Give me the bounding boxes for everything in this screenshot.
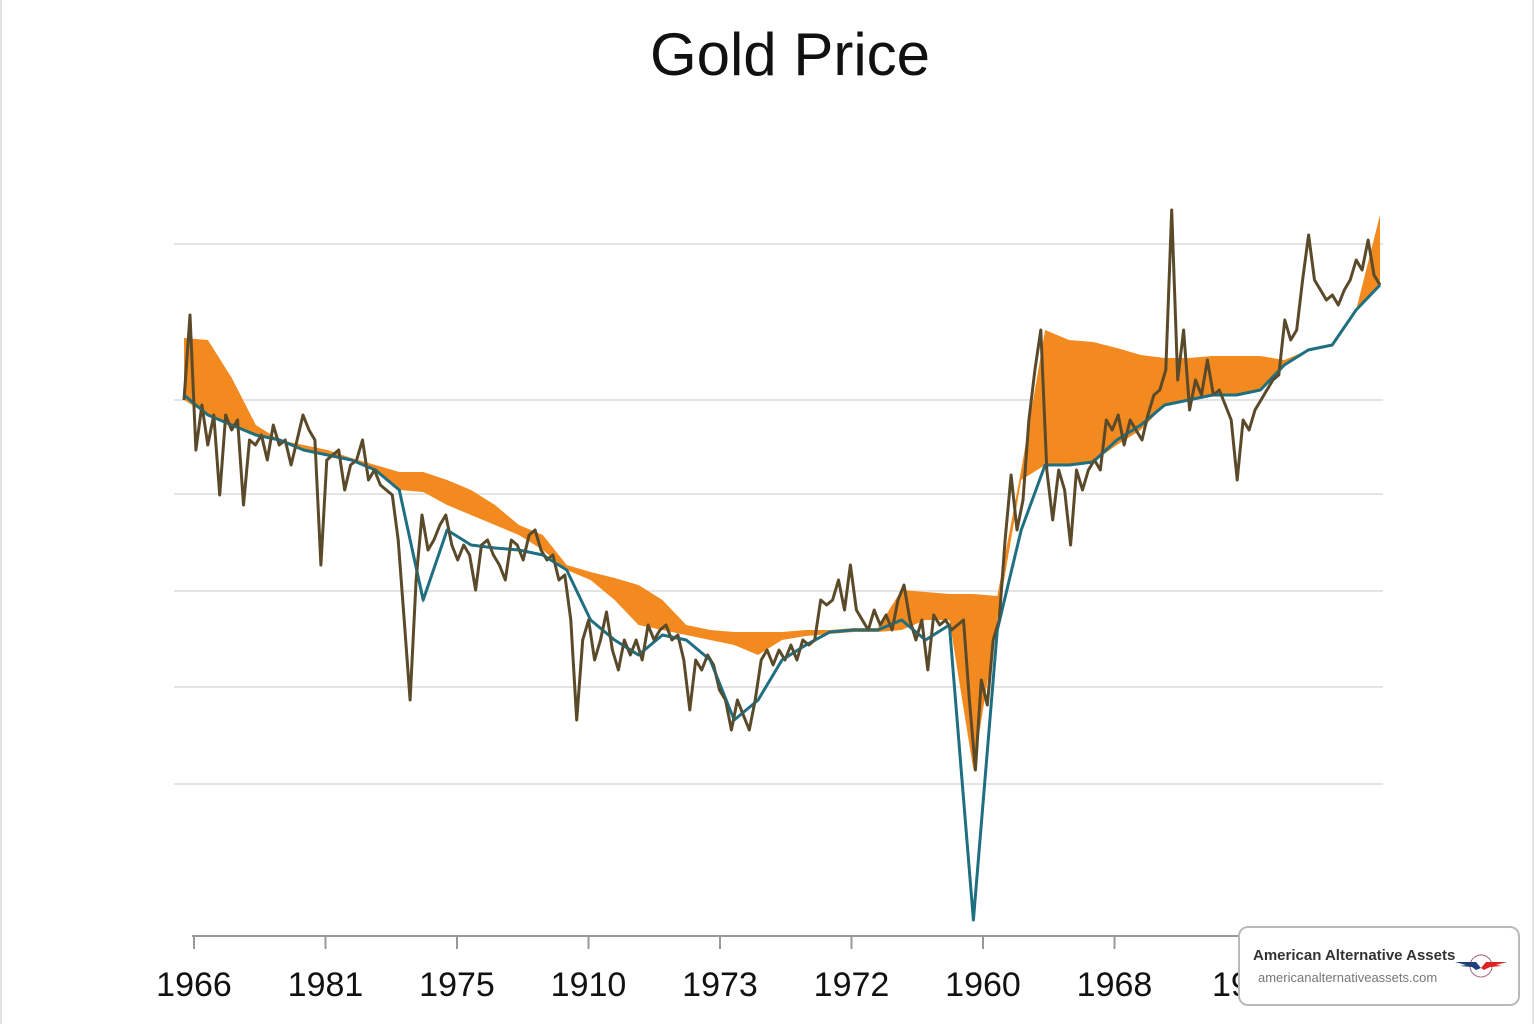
brand-badge[interactable]: American Alternative Assets americanalte…	[1238, 926, 1520, 1006]
brand-name: American Alternative Assets	[1253, 947, 1456, 964]
brand-url[interactable]: americanalternativeassets.com	[1258, 970, 1438, 985]
gridlines	[174, 243, 1383, 785]
x-tick-label: 1981	[288, 966, 364, 1004]
average-line-overlay	[183, 284, 1381, 921]
x-tick-label: 1972	[814, 966, 890, 1004]
x-axis: 1966 1981 1975 1910 1973 1972 1960 1968 19	[156, 935, 1383, 1004]
eagle-wings-logo-icon	[1455, 954, 1507, 978]
orange-band-area	[184, 215, 1380, 770]
chart-title: Gold Price	[650, 21, 930, 88]
price-line	[182, 208, 1382, 772]
x-tick-label: 1966	[156, 966, 232, 1004]
x-tick-label: 1960	[945, 966, 1021, 1004]
band-layer	[184, 215, 1380, 770]
x-tick-label: 1973	[682, 966, 758, 1004]
series-layer	[182, 208, 1382, 922]
x-tick-label: 1968	[1077, 966, 1153, 1004]
x-tick-label: 1975	[419, 966, 495, 1004]
x-tick-label: 1910	[551, 966, 627, 1004]
